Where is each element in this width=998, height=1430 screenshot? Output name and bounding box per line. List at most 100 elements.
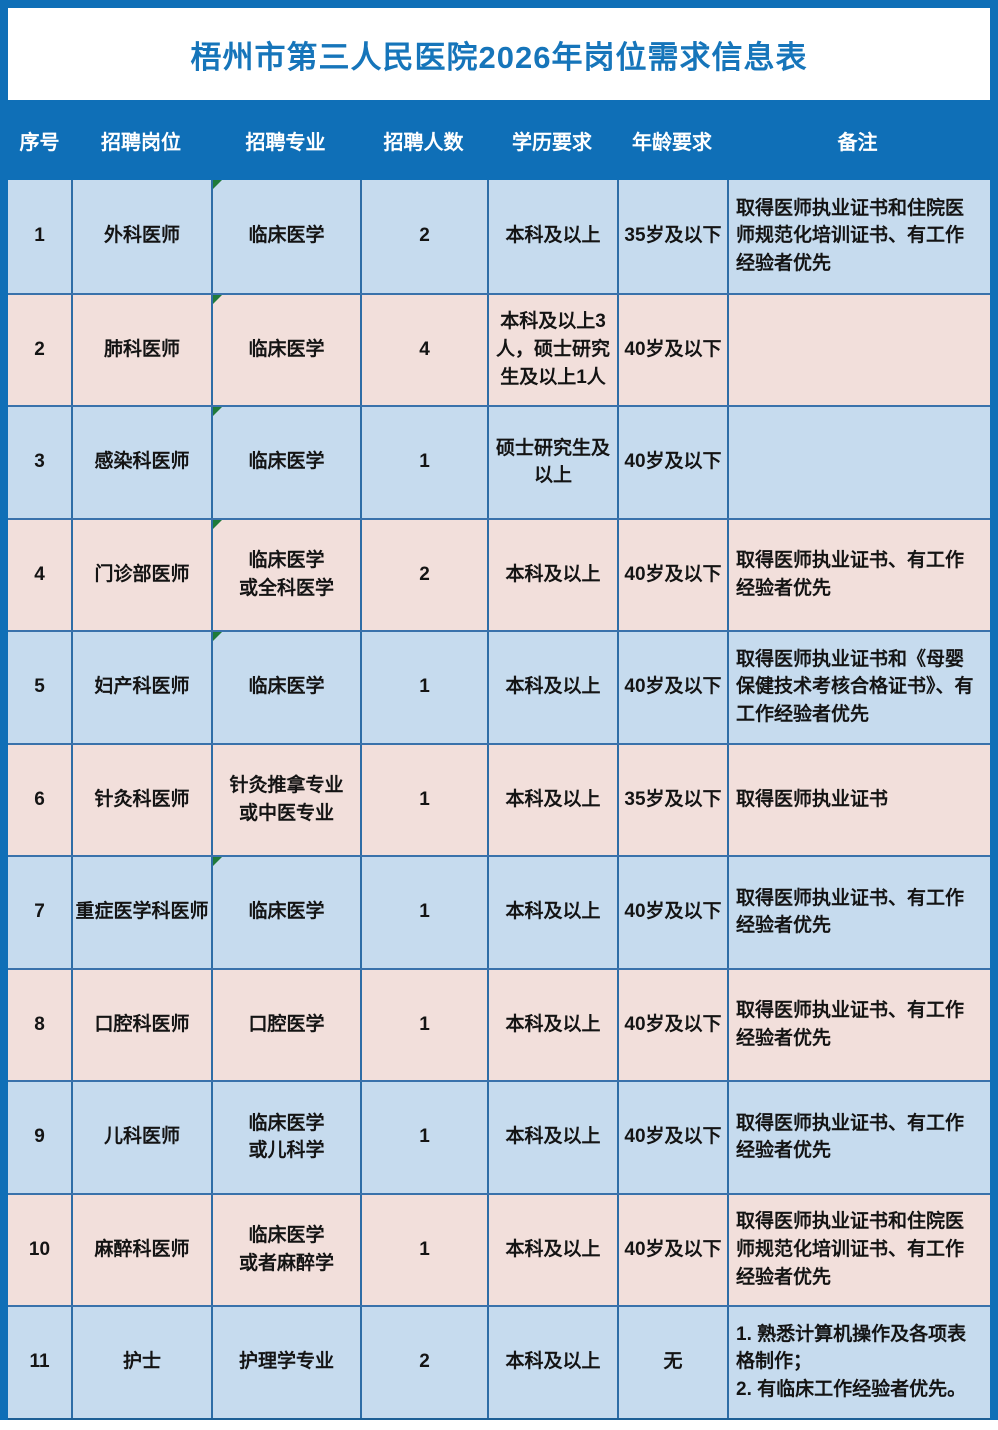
cell-education: 本科及以上 [487, 857, 617, 968]
table-row: 4 门诊部医师 临床医学 或全科医学 2 本科及以上 40岁及以下 取得医师执业… [8, 517, 990, 630]
column-header-post: 招聘岗位 [101, 131, 181, 154]
cell-headcount: 1 [360, 632, 487, 743]
table-row: 9 儿科医师 临床医学 或儿科学 1 本科及以上 40岁及以下 取得医师执业证书… [8, 1080, 990, 1193]
page-title: 梧州市第三人民医院2026年岗位需求信息表 [190, 39, 808, 75]
table-body: 1 外科医师 临床医学 2 本科及以上 35岁及以下 取得医师执业证书和住院医师… [8, 180, 990, 1420]
cell-notes: 取得医师执业证书 [727, 744, 988, 855]
cell-major-text: 口腔医学 [248, 1013, 325, 1035]
cell-notes: 1. 熟悉计算机操作及各项表格制作； 2. 有临床工作经验者优先。 [727, 1307, 988, 1418]
cell-education: 本科及以上 [487, 519, 617, 630]
title-band: 梧州市第三人民医院2026年岗位需求信息表 [8, 8, 990, 100]
excel-error-marker-icon [213, 180, 222, 189]
cell-major-text: 临床医学 或儿科学 [248, 1112, 325, 1162]
cell-position: 儿科医师 [71, 1082, 211, 1193]
cell-education: 本科及以上 [487, 1194, 617, 1305]
cell-position: 重症医学科医师 [71, 857, 211, 968]
cell-headcount: 2 [360, 519, 487, 630]
column-header-major: 招聘专业 [245, 131, 326, 154]
cell-major-text: 针灸推拿专业 或中医专业 [229, 775, 344, 824]
table-header: 序号 招聘岗位 招聘专业 招聘人数 学历要求 年龄要求 备注 [8, 100, 990, 180]
column-header-age: 年龄要求 [632, 131, 712, 154]
cell-position: 针灸科医师 [71, 744, 211, 855]
cell-major-text: 临床医学 [248, 451, 325, 473]
cell-major-text: 临床医学 或全科医学 [238, 550, 334, 599]
table-row: 11 护士 护理学专业 2 本科及以上 无 1. 熟悉计算机操作及各项表格制作；… [8, 1305, 990, 1418]
cell-position: 麻醉科医师 [71, 1194, 211, 1305]
cell-age: 无 [617, 1307, 727, 1418]
cell-education: 本科及以上 [487, 632, 617, 743]
cell-major: 临床医学 或儿科学 [211, 1082, 360, 1193]
cell-notes: 取得医师执业证书、有工作经验者优先 [727, 1082, 988, 1193]
cell-position: 门诊部医师 [71, 519, 211, 630]
cell-serial-number: 6 [34, 788, 45, 810]
table-row: 1 外科医师 临床医学 2 本科及以上 35岁及以下 取得医师执业证书和住院医师… [8, 180, 990, 293]
table-row: 10 麻醉科医师 临床医学 或者麻醉学 1 本科及以上 40岁及以下 取得医师执… [8, 1192, 990, 1305]
table-row: 2 肺科医师 临床医学 4 本科及以上3人，硕士研究生及以上1人 40岁及以下 [8, 292, 990, 405]
cell-position: 感染科医师 [71, 407, 211, 518]
cell-age: 35岁及以下 [617, 744, 727, 855]
cell-major-text: 临床医学 [248, 338, 325, 360]
cell-notes: 取得医师执业证书和《母婴保健技术考核合格证书》、有工作经验者优先 [727, 632, 988, 743]
cell-notes: 取得医师执业证书和住院医师规范化培训证书、有工作经验者优先 [727, 180, 988, 293]
cell-serial-number: 4 [34, 563, 45, 585]
cell-education: 本科及以上 [487, 1082, 617, 1193]
table-row: 8 口腔科医师 口腔医学 1 本科及以上 40岁及以下 取得医师执业证书、有工作… [8, 967, 990, 1080]
cell-headcount: 1 [360, 857, 487, 968]
cell-notes: 取得医师执业证书、有工作经验者优先 [727, 857, 988, 968]
cell-major-text: 护理学专业 [238, 1351, 334, 1373]
cell-notes: 取得医师执业证书、有工作经验者优先 [727, 969, 988, 1080]
cell-major: 临床医学 [211, 294, 360, 405]
column-header-no: 序号 [19, 131, 60, 154]
cell-serial-number: 5 [34, 676, 45, 698]
column-header-notes: 备注 [837, 131, 878, 154]
cell-major-text: 临床医学 [248, 676, 325, 698]
cell-age: 40岁及以下 [617, 519, 727, 630]
excel-error-marker-icon [213, 519, 222, 529]
cell-position: 护士 [71, 1307, 211, 1418]
table-row: 3 感染科医师 临床医学 1 硕士研究生及以上 40岁及以下 [8, 405, 990, 518]
cell-major: 针灸推拿专业 或中医专业 [211, 744, 360, 855]
cell-headcount: 4 [360, 294, 487, 405]
cell-serial-number: 1 [34, 225, 45, 247]
excel-error-marker-icon [213, 632, 222, 641]
cell-headcount: 1 [360, 744, 487, 855]
cell-serial-number: 2 [34, 338, 45, 360]
cell-serial-number: 3 [34, 451, 45, 473]
cell-serial-number: 8 [34, 1013, 45, 1035]
table-row: 7 重症医学科医师 临床医学 1 本科及以上 40岁及以下 取得医师执业证书、有… [8, 855, 990, 968]
cell-major-text: 临床医学 或者麻醉学 [238, 1225, 334, 1274]
cell-age: 40岁及以下 [617, 1082, 727, 1193]
cell-education: 本科及以上 [487, 180, 617, 293]
cell-serial-number: 10 [28, 1238, 51, 1260]
cell-serial-number: 7 [34, 901, 45, 923]
cell-education: 本科及以上3人，硕士研究生及以上1人 [487, 294, 617, 405]
column-header-count: 招聘人数 [383, 131, 464, 154]
bottom-strip [0, 1420, 998, 1430]
cell-headcount: 2 [360, 180, 487, 293]
cell-notes: 取得医师执业证书、有工作经验者优先 [727, 519, 988, 630]
cell-major: 临床医学 [211, 857, 360, 968]
cell-major: 临床医学 或者麻醉学 [211, 1194, 360, 1305]
cell-major-text: 临床医学 [248, 901, 325, 923]
table-row: 6 针灸科医师 针灸推拿专业 或中医专业 1 本科及以上 35岁及以下 取得医师… [8, 742, 990, 855]
cell-major: 临床医学 [211, 407, 360, 518]
cell-age: 40岁及以下 [617, 294, 727, 405]
cell-headcount: 1 [360, 1082, 487, 1193]
cell-position: 肺科医师 [71, 294, 211, 405]
cell-headcount: 1 [360, 407, 487, 518]
excel-error-marker-icon [213, 857, 222, 866]
cell-age: 40岁及以下 [617, 1194, 727, 1305]
cell-notes [727, 294, 988, 405]
cell-serial-number: 11 [29, 1351, 50, 1373]
cell-major: 护理学专业 [211, 1307, 360, 1418]
cell-education: 硕士研究生及以上 [487, 407, 617, 518]
cell-notes [727, 407, 988, 518]
column-header-education: 学历要求 [512, 131, 592, 154]
cell-headcount: 2 [360, 1307, 487, 1418]
cell-headcount: 1 [360, 969, 487, 1080]
cell-position: 外科医师 [71, 180, 211, 293]
cell-serial-number: 9 [34, 1126, 45, 1148]
cell-position: 妇产科医师 [71, 632, 211, 743]
cell-major: 临床医学 [211, 632, 360, 743]
